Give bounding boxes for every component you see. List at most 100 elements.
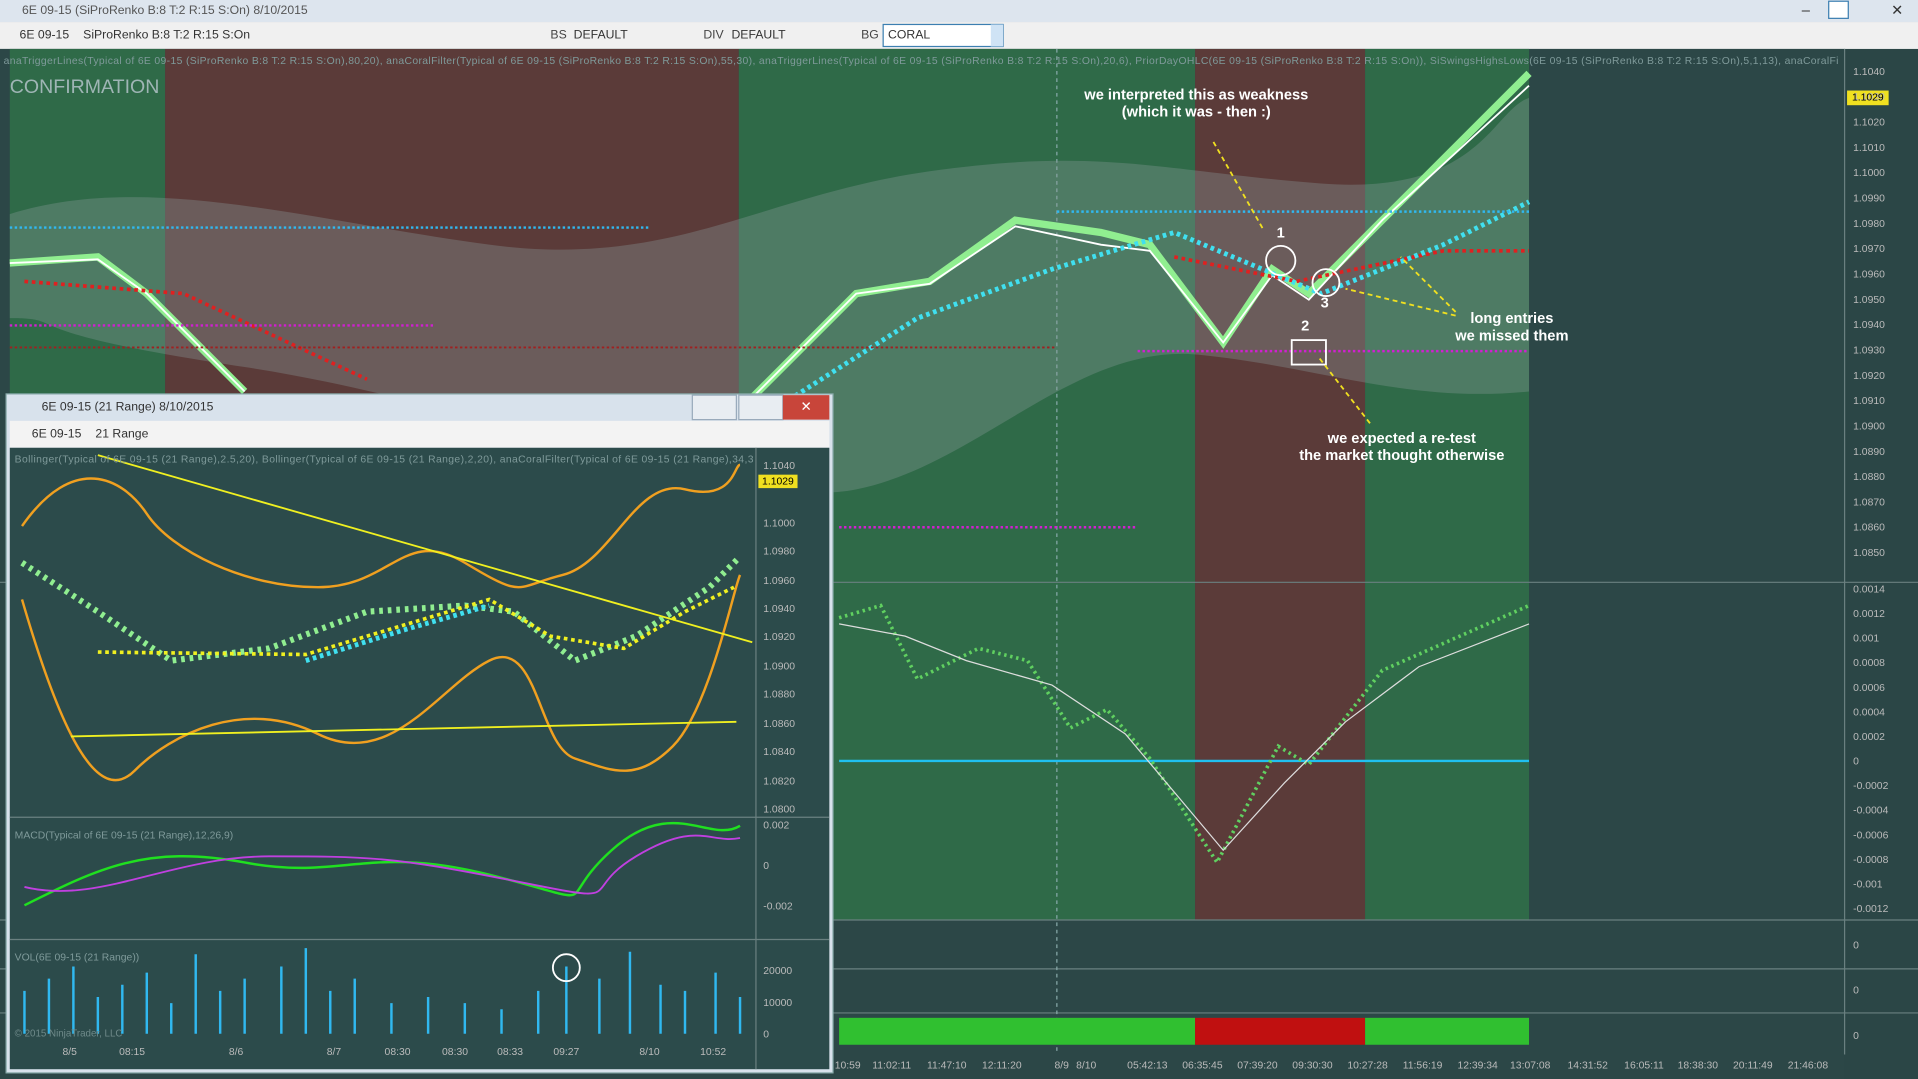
time-tick-label: 06:35:45 <box>1182 1060 1223 1071</box>
bg-band <box>1365 48 1530 920</box>
oscillator-tick-label: 0.0012 <box>1853 609 1885 620</box>
marker-box <box>1290 339 1327 366</box>
arrows <box>1212 141 1457 424</box>
price-tick-label: 1.0900 <box>1853 421 1885 432</box>
time-tick-label: 10:59 <box>835 1060 861 1071</box>
oscillator-tick-label: 0.0002 <box>1853 732 1885 743</box>
inset-bar-type-select[interactable]: 21 Range <box>95 427 148 441</box>
time-tick-label: 13:07:08 <box>1510 1060 1551 1071</box>
oscillator-tick-label: 0 <box>1853 757 1859 768</box>
price-tick-label: 1.1020 <box>1853 118 1885 129</box>
inset-time-tick-label: 09:27 <box>553 1047 579 1058</box>
instrument-select[interactable]: 6E 09-15 <box>20 28 70 42</box>
annotation: we expected a re-test <box>1327 431 1476 447</box>
price-tick-label: 1.0960 <box>1853 270 1885 281</box>
dropdown-button[interactable] <box>990 24 1004 47</box>
inset-time-tick-label: 08:15 <box>119 1047 145 1058</box>
bs-label: BS <box>550 28 566 42</box>
annotation: (which it was - then :) <box>1122 104 1271 120</box>
inset-price-tick-label: 1.0800 <box>763 805 795 816</box>
coral-line <box>781 199 1531 406</box>
bollinger-lower <box>20 574 742 782</box>
vol-label: VOL(6E 09-15 (21 Range)) <box>15 953 140 964</box>
time-tick-label: 18:38:30 <box>1678 1060 1719 1071</box>
time-tick-label: 11:56:19 <box>1403 1060 1443 1071</box>
last-price-box <box>758 474 798 489</box>
minimize-button[interactable]: – <box>1802 3 1811 19</box>
price-tick-label: 1.0890 <box>1853 447 1885 458</box>
bg-band <box>1195 48 1366 920</box>
inset-price-tick-label: 1.0920 <box>763 632 795 643</box>
inset-instrument-select[interactable]: 6E 09-15 <box>32 427 82 441</box>
inset-price-tick-label: 1.0840 <box>763 747 795 758</box>
macd-tick-label: 0.002 <box>763 821 789 832</box>
marker-number: 2 <box>1301 319 1309 335</box>
inset-title: 6E 09-15 (21 Range) 8/10/2015 <box>42 400 214 414</box>
inset-indicator-list: Bollinger(Typical of 6E 09-15 (21 Range)… <box>15 455 754 466</box>
inset-price-tick-label: 1.0940 <box>763 604 795 615</box>
oscillator-tick-label: -0.0006 <box>1853 830 1888 841</box>
oscillator-tick-label: 0.0014 <box>1853 584 1885 595</box>
copyright: © 2015 NinjaTrader, LLC <box>15 1028 123 1039</box>
price-tick-label: 1.0970 <box>1853 244 1885 255</box>
inset-time-tick-label: 08:33 <box>497 1047 523 1058</box>
inset-minimize[interactable] <box>691 394 737 421</box>
marker-circle <box>1311 268 1341 297</box>
macd-tick-label: 0 <box>763 861 769 872</box>
vol-tick-label: 0 <box>763 1030 769 1041</box>
time-tick-label: 12:11:20 <box>982 1060 1022 1071</box>
price-tick-label: 1.0880 <box>1853 472 1885 483</box>
price-tick-label: 1.1000 <box>1853 168 1885 179</box>
trend-strip <box>1365 1017 1530 1045</box>
inset-close[interactable] <box>782 395 830 420</box>
last-price: 1.1029 <box>1852 93 1884 104</box>
price-tick-label: 1.0850 <box>1853 548 1885 559</box>
volume-bars <box>23 948 742 1034</box>
bg-label: BG <box>861 28 879 42</box>
time-tick-label: 16:05:11 <box>1624 1060 1664 1071</box>
bg-select-value[interactable]: CORAL <box>888 28 930 42</box>
marker-circle <box>1265 244 1297 277</box>
price-tick-label: 1.0980 <box>1853 219 1885 230</box>
coral-line <box>305 603 490 663</box>
inset-toolbar <box>9 420 830 448</box>
time-tick-label: 11:47:10 <box>927 1060 967 1071</box>
time-tick-label: 10:27:28 <box>1347 1060 1388 1071</box>
price-tick-label: 1.1010 <box>1853 143 1885 154</box>
inset-price-tick-label: 1.0880 <box>763 690 795 701</box>
annotation: we missed them <box>1454 328 1568 344</box>
macd-line <box>23 822 741 907</box>
close-button[interactable]: ✕ <box>1891 3 1903 19</box>
oscillator-tick-label: -0.0002 <box>1853 781 1888 792</box>
marker-circle <box>551 953 581 983</box>
oscillator-tick-label: 0.0008 <box>1853 658 1885 669</box>
title-bar <box>0 0 1918 23</box>
div-label: DIV <box>703 28 724 42</box>
price-tick-label: 1.0920 <box>1853 371 1885 382</box>
bar-type-select[interactable]: SiProRenko B:8 T:2 R:15 S:On <box>83 28 250 42</box>
oscillator-tick-label: -0.0012 <box>1853 904 1888 915</box>
last-price-box <box>1847 90 1889 106</box>
price-tick-label: 1.0950 <box>1853 295 1885 306</box>
price-tick-label: 1.0860 <box>1853 523 1885 534</box>
link-button[interactable] <box>1828 0 1849 19</box>
inset-time-tick-label: 08:30 <box>442 1047 468 1058</box>
time-tick-label: 8/9 <box>1055 1060 1070 1071</box>
time-tick-label: 11:02:11 <box>872 1060 911 1071</box>
div-select[interactable]: DEFAULT <box>731 28 786 42</box>
bs-select[interactable]: DEFAULT <box>574 28 629 42</box>
time-tick-label: 09:30:30 <box>1292 1060 1333 1071</box>
trend-strip <box>839 1017 1196 1045</box>
inset-close-icon: ✕ <box>800 399 811 414</box>
price-tick-label: 1.0910 <box>1853 396 1885 407</box>
price-tick-label: 1.0990 <box>1853 194 1885 205</box>
inset-link[interactable] <box>738 394 784 421</box>
oscillator-tick-label: -0.001 <box>1853 879 1883 890</box>
inset-time-tick-label: 8/7 <box>327 1047 342 1058</box>
time-tick-label: 8/10 <box>1076 1060 1096 1071</box>
macd-signal <box>24 834 741 895</box>
annotation: we interpreted this as weakness <box>1083 87 1308 103</box>
annotation: the market thought otherwise <box>1299 448 1504 464</box>
